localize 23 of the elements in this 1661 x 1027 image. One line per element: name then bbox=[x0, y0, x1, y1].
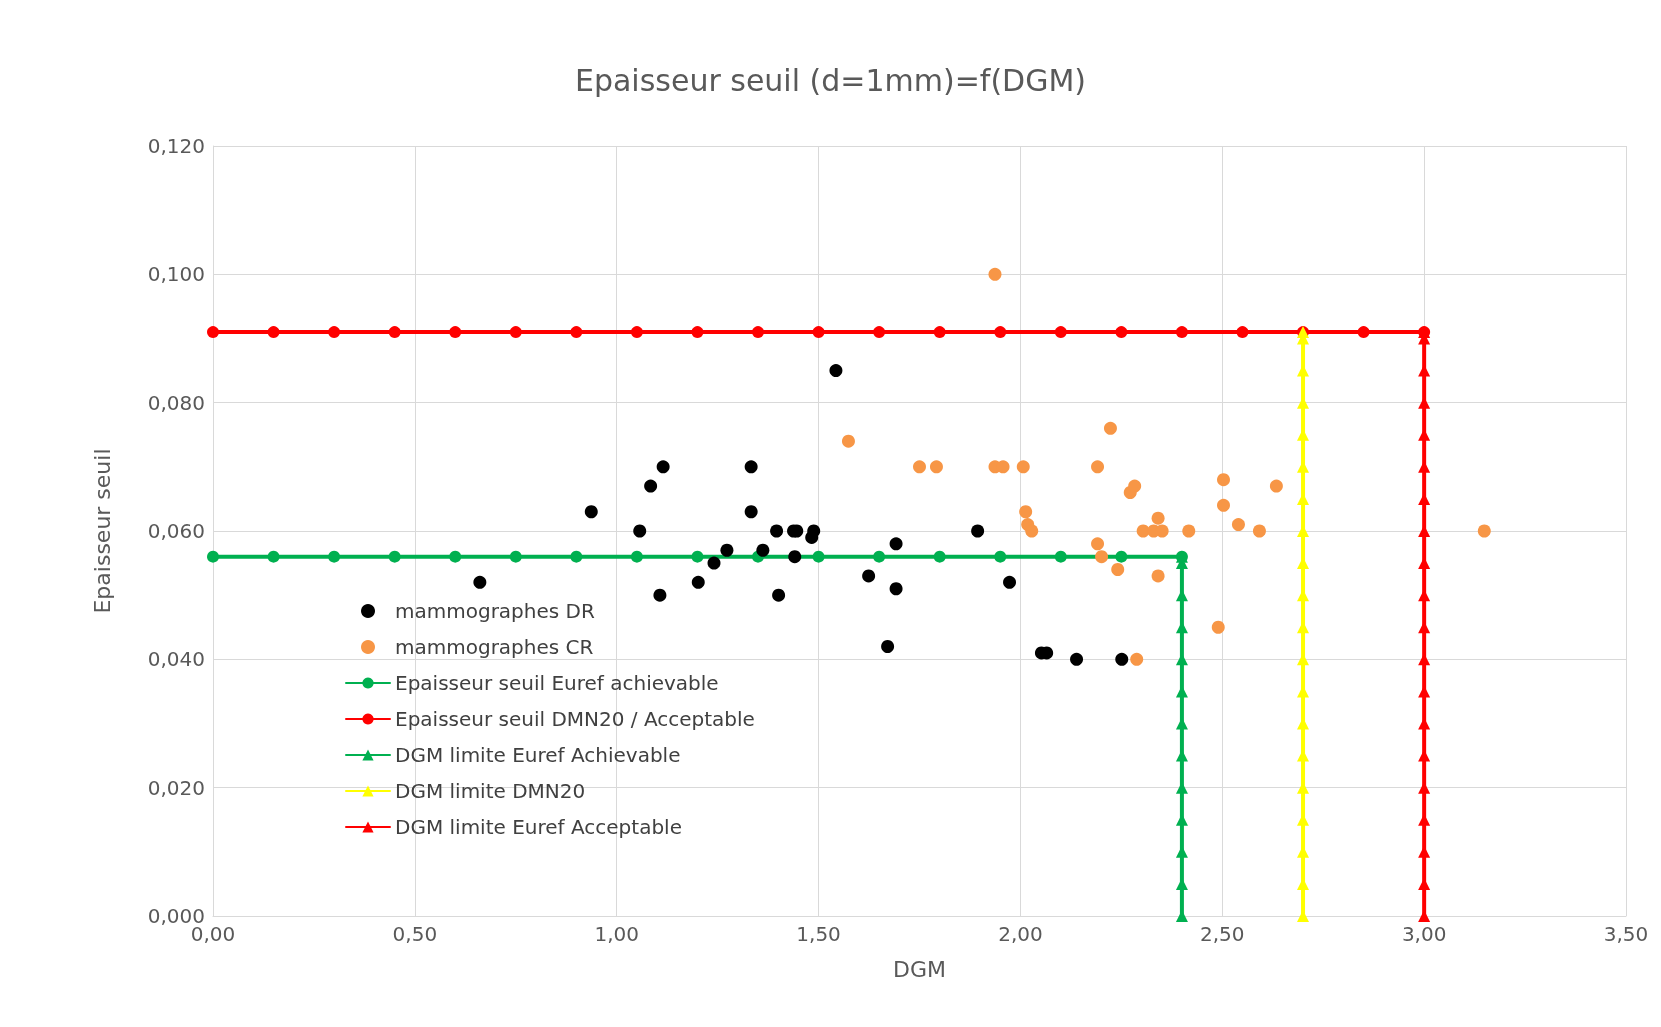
chart-title: Epaisseur seuil (d=1mm)=f(DGM) bbox=[574, 62, 1087, 98]
x-tick-label: 3,50 bbox=[1603, 922, 1649, 946]
y-axis-title: Epaisseur seuil bbox=[89, 448, 115, 614]
y-tick-label: 0,020 bbox=[147, 775, 205, 800]
legend-label: mammographes CR bbox=[395, 635, 594, 659]
y-tick-label: 0,060 bbox=[147, 519, 205, 543]
legend-label: Epaisseur seuil DMN20 / Acceptable bbox=[395, 707, 755, 731]
x-tick-label: 1,50 bbox=[796, 922, 841, 946]
x-tick-label: 3,00 bbox=[1401, 922, 1447, 946]
legend-label: mammographes DR bbox=[395, 599, 595, 623]
legend-label: DGM limite DMN20 bbox=[395, 779, 586, 803]
legend-label: DGM limite Euref Achievable bbox=[395, 743, 681, 767]
legend-label: DGM limite Euref Acceptable bbox=[395, 815, 682, 839]
x-tick-label: 2,50 bbox=[1200, 922, 1245, 946]
y-tick-label: 0,040 bbox=[147, 647, 205, 672]
x-axis-title: DGM bbox=[893, 956, 946, 982]
y-tick-label: 0,100 bbox=[147, 262, 205, 287]
x-tick-label: 0,50 bbox=[392, 922, 438, 946]
x-tick-label: 1,00 bbox=[594, 922, 639, 946]
x-tick-label: 2,00 bbox=[998, 922, 1043, 946]
y-tick-label: 0,120 bbox=[147, 134, 205, 158]
legend-label: Epaisseur seuil Euref achievable bbox=[395, 671, 719, 695]
y-tick-label: 0,080 bbox=[147, 390, 205, 415]
